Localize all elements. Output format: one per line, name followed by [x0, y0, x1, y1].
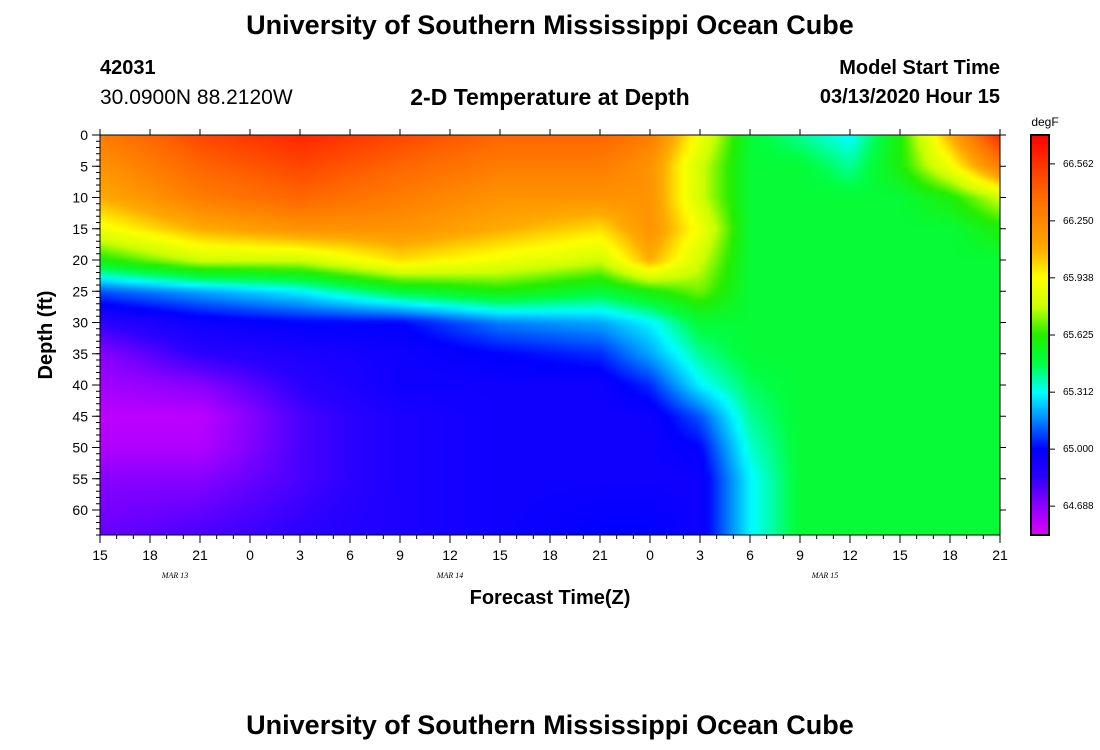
colorbar-axis: 66.562 66.250 65.938 65.625 65.312 65.000 64.6… [1049, 159, 1094, 512]
station-id: 42031 [100, 57, 156, 79]
x-tick-label: 18 [542, 547, 558, 563]
x-tick-label: 3 [696, 547, 704, 563]
x-tick-label: 9 [396, 547, 404, 563]
y-tick-label: 5 [80, 158, 88, 174]
date-label: MAR 13 [161, 571, 188, 580]
x-tick-label: 15 [892, 547, 908, 563]
x-tick-label: 18 [942, 547, 958, 563]
colorbar-label: 65.938 [1063, 273, 1094, 284]
x-tick-label: 12 [442, 547, 458, 563]
temperature-heatmap [100, 135, 1000, 535]
x-tick-label: 0 [646, 547, 654, 563]
y-tick-label: 45 [72, 408, 88, 424]
x-tick-label: 6 [746, 547, 754, 563]
model-start-time: 03/13/2020 Hour 15 [819, 86, 1000, 108]
colorbar-gradient [1031, 135, 1049, 535]
y-tick-label: 60 [72, 502, 88, 518]
footer-title: University of Southern Mississippi Ocean… [246, 710, 854, 740]
station-coordinates: 30.0900N 88.2120W [100, 86, 293, 109]
x-tick-label: 6 [346, 547, 354, 563]
colorbar-label: 64.688 [1063, 501, 1094, 512]
y-tick-label: 55 [72, 471, 88, 487]
colorbar-label: 65.312 [1063, 387, 1094, 398]
colorbar-label: 66.562 [1063, 159, 1094, 170]
colorbar-unit: degF [1031, 115, 1058, 129]
y-tick-label: 40 [72, 377, 88, 393]
y-tick-label: 50 [72, 440, 88, 456]
y-axis: 0 5 10 15 20 25 30 35 40 45 50 55 60 [72, 127, 1006, 536]
chart-title: 2-D Temperature at Depth [410, 84, 690, 110]
x-tick-label: 18 [142, 547, 158, 563]
colorbar-label: 65.625 [1063, 330, 1094, 341]
page-title: University of Southern Mississippi Ocean… [246, 10, 854, 40]
x-tick-label: 15 [92, 547, 108, 563]
x-tick-label: 3 [296, 547, 304, 563]
y-axis-label: Depth (ft) [35, 291, 57, 380]
date-label: MAR 14 [436, 571, 463, 580]
x-tick-label: 21 [592, 547, 608, 563]
x-tick-label: 9 [796, 547, 804, 563]
y-tick-label: 30 [72, 315, 88, 331]
x-tick-label: 21 [192, 547, 208, 563]
y-tick-label: 0 [80, 127, 88, 143]
x-tick-label: 15 [492, 547, 508, 563]
x-tick-label: 0 [246, 547, 254, 563]
y-tick-label: 25 [72, 283, 88, 299]
y-tick-label: 10 [72, 190, 88, 206]
date-label: MAR 15 [811, 571, 838, 580]
colorbar-label: 66.250 [1063, 216, 1094, 227]
x-tick-label: 12 [842, 547, 858, 563]
colorbar-frame [1030, 134, 1050, 536]
y-tick-label: 35 [72, 346, 88, 362]
model-start-label: Model Start Time [839, 57, 1000, 79]
x-axis-label: Forecast Time(Z) [470, 587, 631, 609]
x-tick-label: 21 [992, 547, 1008, 563]
y-tick-label: 20 [72, 252, 88, 268]
plot-frame [99, 134, 1001, 536]
y-tick-label: 15 [72, 221, 88, 237]
x-axis: 15 18 21 0 3 6 9 12 15 18 21 0 3 6 9 12 15 18 21 MAR 13 MAR … [92, 129, 1008, 580]
colorbar-label: 65.000 [1063, 444, 1094, 455]
